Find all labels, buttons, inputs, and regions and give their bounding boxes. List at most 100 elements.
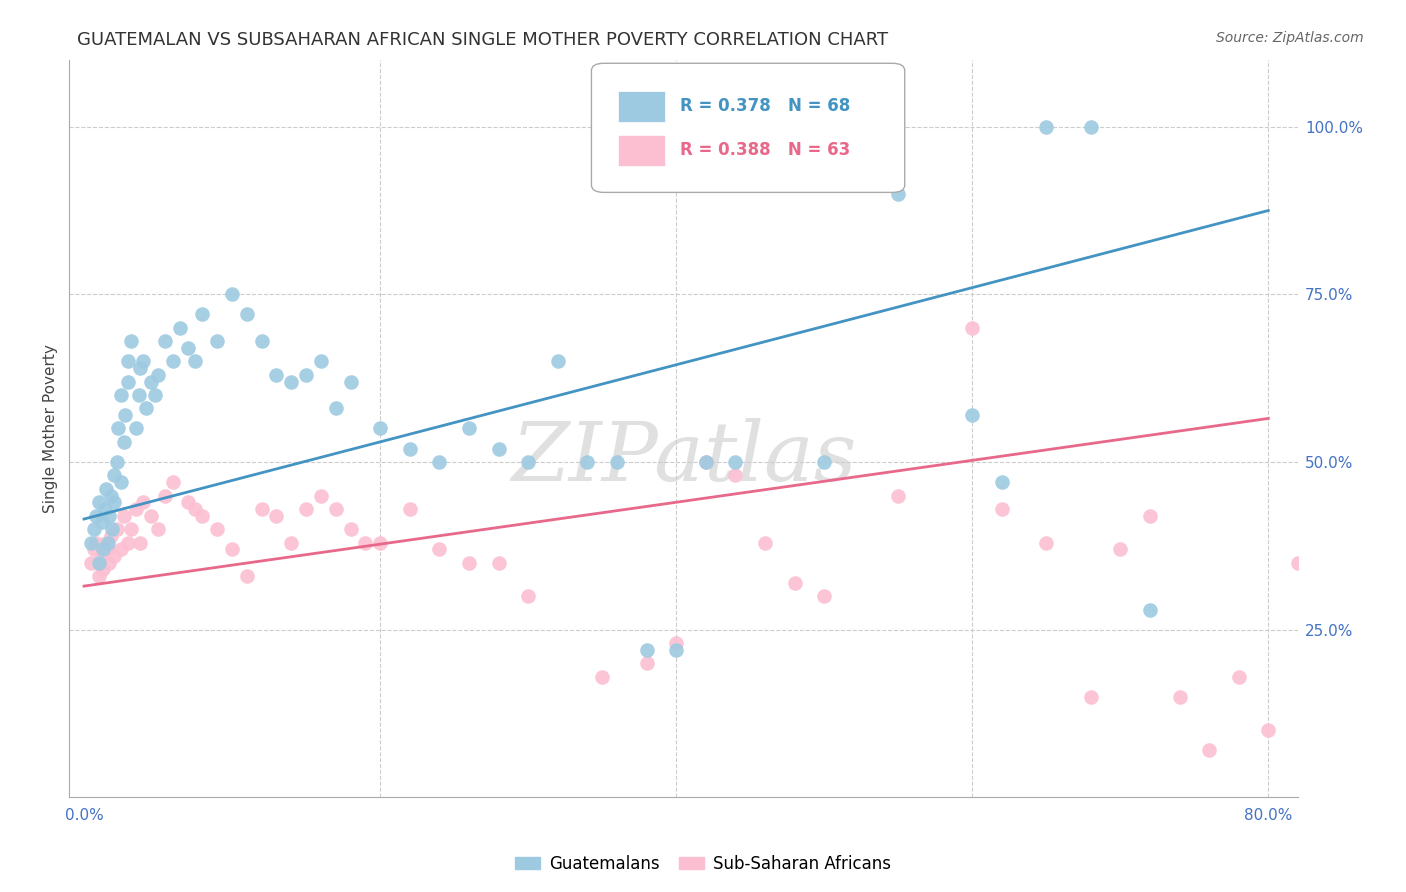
Point [96, 535, 118, 549]
FancyBboxPatch shape [592, 63, 904, 193]
Point [83, 522, 105, 536]
Point [125, 421, 148, 435]
Point [128, 388, 150, 402]
Point [90, 549, 112, 563]
Point [517, 455, 540, 469]
Point [107, 421, 129, 435]
Point [1035, 535, 1057, 549]
Point [887, 489, 910, 503]
Point [1227, 670, 1250, 684]
Point [665, 642, 688, 657]
Point [207, 522, 229, 536]
Point [1139, 602, 1161, 616]
Point [665, 636, 688, 650]
Point [100, 529, 122, 543]
Point [783, 575, 806, 590]
Point [120, 334, 142, 349]
Point [176, 495, 198, 509]
Point [309, 489, 332, 503]
Point [84, 535, 107, 549]
Point [162, 354, 184, 368]
Point [143, 388, 166, 402]
Point [325, 502, 347, 516]
Point [236, 308, 259, 322]
Point [135, 401, 157, 416]
Point [1139, 508, 1161, 523]
Point [236, 569, 259, 583]
Point [100, 489, 122, 503]
Point [83, 542, 105, 557]
Point [110, 388, 132, 402]
Point [132, 354, 155, 368]
Point [398, 442, 420, 456]
Legend: Guatemalans, Sub-Saharan Africans: Guatemalans, Sub-Saharan Africans [509, 848, 897, 880]
FancyBboxPatch shape [619, 91, 665, 121]
Point [97, 542, 120, 557]
Point [295, 368, 318, 382]
Point [295, 502, 318, 516]
Point [87, 569, 110, 583]
Point [1080, 120, 1102, 134]
Point [146, 522, 169, 536]
Point [695, 455, 717, 469]
Point [105, 455, 128, 469]
Point [117, 375, 139, 389]
Point [962, 321, 984, 335]
Point [96, 482, 118, 496]
Point [169, 321, 191, 335]
Point [398, 502, 420, 516]
Point [754, 535, 776, 549]
Point [488, 556, 510, 570]
Point [695, 455, 717, 469]
Point [280, 375, 302, 389]
Point [458, 421, 481, 435]
Point [132, 495, 155, 509]
Point [139, 508, 162, 523]
Point [606, 455, 628, 469]
Point [325, 401, 347, 416]
Point [129, 361, 152, 376]
Point [266, 368, 288, 382]
Point [1035, 120, 1057, 134]
Point [962, 408, 984, 422]
Point [1198, 743, 1220, 757]
Point [458, 556, 481, 570]
Point [250, 502, 273, 516]
Point [1257, 723, 1279, 738]
Point [191, 508, 214, 523]
Text: GUATEMALAN VS SUBSAHARAN AFRICAN SINGLE MOTHER POVERTY CORRELATION CHART: GUATEMALAN VS SUBSAHARAN AFRICAN SINGLE … [77, 31, 889, 49]
Point [368, 421, 391, 435]
Point [354, 535, 377, 549]
Point [339, 522, 361, 536]
Point [250, 334, 273, 349]
Point [547, 354, 569, 368]
Point [110, 475, 132, 490]
Point [105, 522, 128, 536]
Point [80, 556, 103, 570]
Point [155, 334, 177, 349]
Point [488, 442, 510, 456]
Point [101, 522, 124, 536]
Point [724, 455, 747, 469]
Text: Source: ZipAtlas.com: Source: ZipAtlas.com [1216, 31, 1364, 45]
Point [339, 375, 361, 389]
Point [117, 535, 139, 549]
Point [91, 562, 114, 576]
Point [112, 434, 135, 449]
Point [98, 508, 121, 523]
Point [813, 589, 835, 603]
Point [87, 556, 110, 570]
Point [103, 495, 125, 509]
Point [162, 475, 184, 490]
Text: ZIPatlas: ZIPatlas [510, 418, 856, 498]
Point [1286, 556, 1309, 570]
Point [155, 489, 177, 503]
FancyBboxPatch shape [619, 135, 665, 166]
Point [129, 535, 152, 549]
Point [146, 368, 169, 382]
Point [184, 502, 207, 516]
Point [84, 508, 107, 523]
Point [139, 375, 162, 389]
Point [125, 502, 148, 516]
Point [80, 535, 103, 549]
